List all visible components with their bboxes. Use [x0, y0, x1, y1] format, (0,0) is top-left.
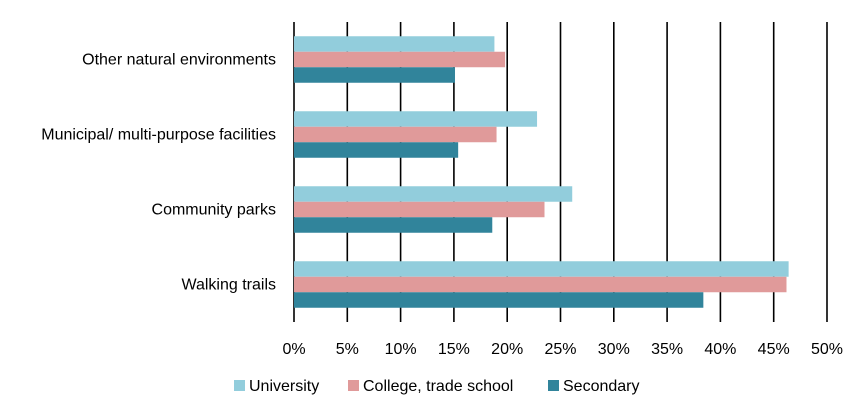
bar-college-trade-school-1 [294, 126, 497, 143]
bar-college-trade-school-0 [294, 51, 506, 68]
category-label: Walking trails [181, 277, 276, 294]
x-tick-label: 30% [598, 341, 630, 358]
legend-swatch [348, 380, 359, 391]
x-tick-label: 40% [704, 341, 736, 358]
bar-university-0 [294, 36, 495, 52]
x-tick-label: 50% [811, 341, 843, 358]
x-tick-label: 5% [336, 341, 359, 358]
x-tick-labels: 0% 5% 10% 15% 20% 25% 30% 35% 40% 45% 50% [282, 341, 843, 358]
bar-university-2 [294, 186, 573, 202]
category-labels: Other natural environments Municipal/ mul… [41, 52, 276, 294]
legend-label: Secondary [563, 378, 640, 395]
bar-university-1 [294, 111, 538, 127]
x-tick-label: 0% [282, 341, 305, 358]
bar-secondary-1 [294, 142, 459, 158]
legend-swatch [548, 380, 559, 391]
x-tick-label: 20% [491, 341, 523, 358]
x-tick-label: 45% [758, 341, 790, 358]
category-label: Municipal/ multi-purpose facilities [41, 127, 276, 144]
x-tick-label: 25% [544, 341, 576, 358]
x-tick-label: 15% [438, 341, 470, 358]
legend-label: College, trade school [363, 378, 513, 395]
legend: University College, trade school Secondary [234, 378, 640, 395]
bars [294, 36, 789, 308]
x-tick-label: 35% [651, 341, 683, 358]
bar-college-trade-school-2 [294, 201, 545, 218]
bar-secondary-2 [294, 217, 493, 233]
category-label: Community parks [152, 202, 276, 219]
bar-secondary-3 [294, 292, 704, 308]
legend-swatch [234, 380, 245, 391]
legend-label: University [249, 378, 319, 395]
x-tick-label: 10% [385, 341, 417, 358]
category-label: Other natural environments [82, 52, 276, 69]
bar-university-3 [294, 261, 789, 277]
bar-college-trade-school-3 [294, 276, 787, 293]
bar-secondary-0 [294, 67, 455, 83]
